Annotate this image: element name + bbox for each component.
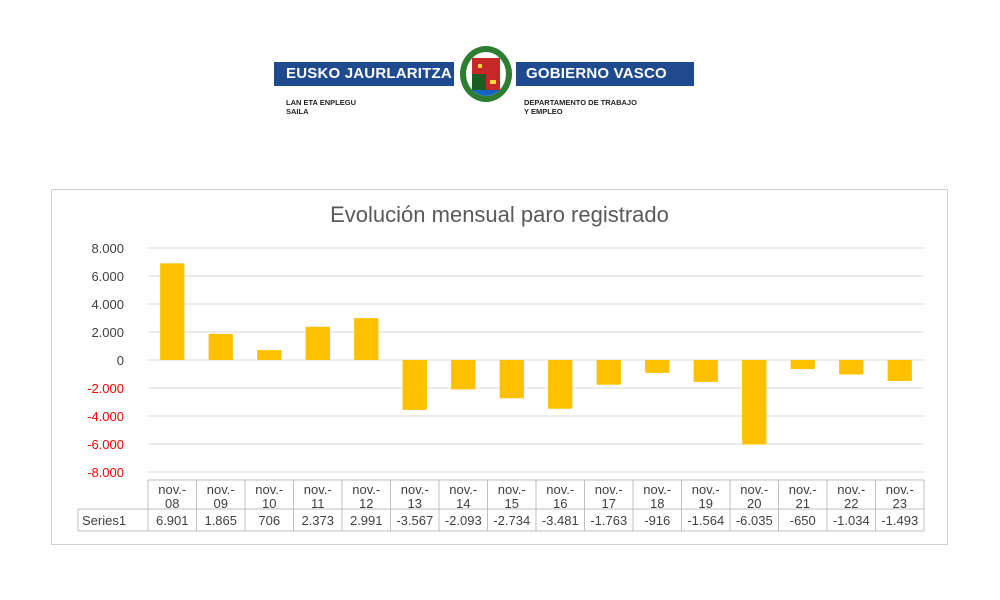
bar (790, 360, 815, 370)
bar (208, 333, 233, 360)
y-tick-label: 0 (117, 353, 124, 368)
bar (548, 360, 573, 409)
y-tick-label: -8.000 (87, 465, 124, 480)
y-tick-label: -4.000 (87, 409, 124, 424)
x-tick-label: nov.- (886, 482, 914, 497)
y-tick-label: -2.000 (87, 381, 124, 396)
bar-chart: 8.000 6.000 4.000 2.000 0 -2.000 -4.000 -6.000 -… (77, 241, 925, 532)
y-tick-label: 6.000 (91, 269, 124, 284)
bar (887, 360, 912, 381)
data-table-value: -1.564 (687, 513, 724, 528)
data-table-value: -6.035 (736, 513, 773, 528)
header-left-department: LAN ETA ENPLEGU SAILA (286, 98, 357, 116)
data-table-value: -3.567 (396, 513, 433, 528)
bar (305, 326, 330, 360)
x-tick-label: 15 (505, 496, 519, 511)
x-tick-label: 21 (796, 496, 810, 511)
bar (742, 360, 767, 445)
x-tick-label: nov.- (352, 482, 380, 497)
x-tick-label: 14 (456, 496, 470, 511)
data-table-value: -1.763 (590, 513, 627, 528)
bar (451, 360, 476, 390)
data-table-value: -1.034 (833, 513, 870, 528)
x-tick-label: nov.- (207, 482, 235, 497)
bar (257, 350, 282, 360)
data-table-value: 2.373 (301, 513, 334, 528)
gobierno-vasco-header: EUSKO JAURLARITZA GOBIERNO VASCO LAN ETA… (274, 44, 694, 124)
data-table-value: 6.901 (156, 513, 189, 528)
x-tick-label: nov.- (692, 482, 720, 497)
basque-coat-of-arms-icon (460, 46, 512, 102)
y-tick-label: 8.000 (91, 241, 124, 256)
header-right-title: GOBIERNO VASCO (516, 62, 694, 86)
x-tick-label: nov.- (158, 482, 186, 497)
data-table-value: 2.991 (350, 513, 383, 528)
x-tick-label: nov.- (498, 482, 526, 497)
data-table-value: -2.093 (445, 513, 482, 528)
chart-container: Evolución mensual paro registrado 8.000 6… (51, 189, 948, 545)
x-tick-label: 13 (408, 496, 422, 511)
header-right-department: DEPARTAMENTO DE TRABAJO Y EMPLEO (524, 98, 637, 116)
x-tick-label: 10 (262, 496, 276, 511)
data-table-value: -916 (644, 513, 670, 528)
chart-title: Evolución mensual paro registrado (330, 202, 669, 227)
x-tick-label: 12 (359, 496, 373, 511)
x-tick-label: nov.- (401, 482, 429, 497)
bar (160, 263, 185, 360)
data-table-value: -2.734 (493, 513, 530, 528)
x-tick-label: 11 (311, 496, 325, 511)
x-tick-label: nov.- (449, 482, 477, 497)
x-tick-label: nov.- (740, 482, 768, 497)
x-tick-label: 22 (844, 496, 858, 511)
data-table-value: -650 (790, 513, 816, 528)
x-tick-label: nov.- (643, 482, 671, 497)
x-tick-label: nov.- (789, 482, 817, 497)
bar (839, 360, 864, 375)
data-table-value: 1.865 (204, 513, 237, 528)
data-table-value: 706 (258, 513, 280, 528)
bar (596, 360, 621, 385)
x-tick-label: 16 (553, 496, 567, 511)
y-tick-label: 2.000 (91, 325, 124, 340)
x-tick-label: 23 (893, 496, 907, 511)
data-table-value: -3.481 (542, 513, 579, 528)
x-tick-label: 08 (165, 496, 179, 511)
x-tick-label: 20 (747, 496, 761, 511)
bar (499, 360, 524, 399)
x-tick-label: 17 (602, 496, 616, 511)
bar (354, 318, 379, 360)
x-tick-label: nov.- (304, 482, 332, 497)
bar (402, 360, 427, 410)
bar (645, 360, 670, 373)
header-left-title: EUSKO JAURLARITZA (274, 62, 454, 86)
y-tick-label: -6.000 (87, 437, 124, 452)
x-tick-label: nov.- (595, 482, 623, 497)
x-tick-label: nov.- (546, 482, 574, 497)
x-tick-label: nov.- (837, 482, 865, 497)
data-table-value: -1.493 (881, 513, 918, 528)
x-tick-label: 19 (699, 496, 713, 511)
x-tick-label: nov.- (255, 482, 283, 497)
x-tick-label: 18 (650, 496, 664, 511)
x-tick-label: 09 (214, 496, 228, 511)
y-tick-label: 4.000 (91, 297, 124, 312)
series-name: Series1 (82, 513, 126, 528)
bar (693, 360, 718, 382)
